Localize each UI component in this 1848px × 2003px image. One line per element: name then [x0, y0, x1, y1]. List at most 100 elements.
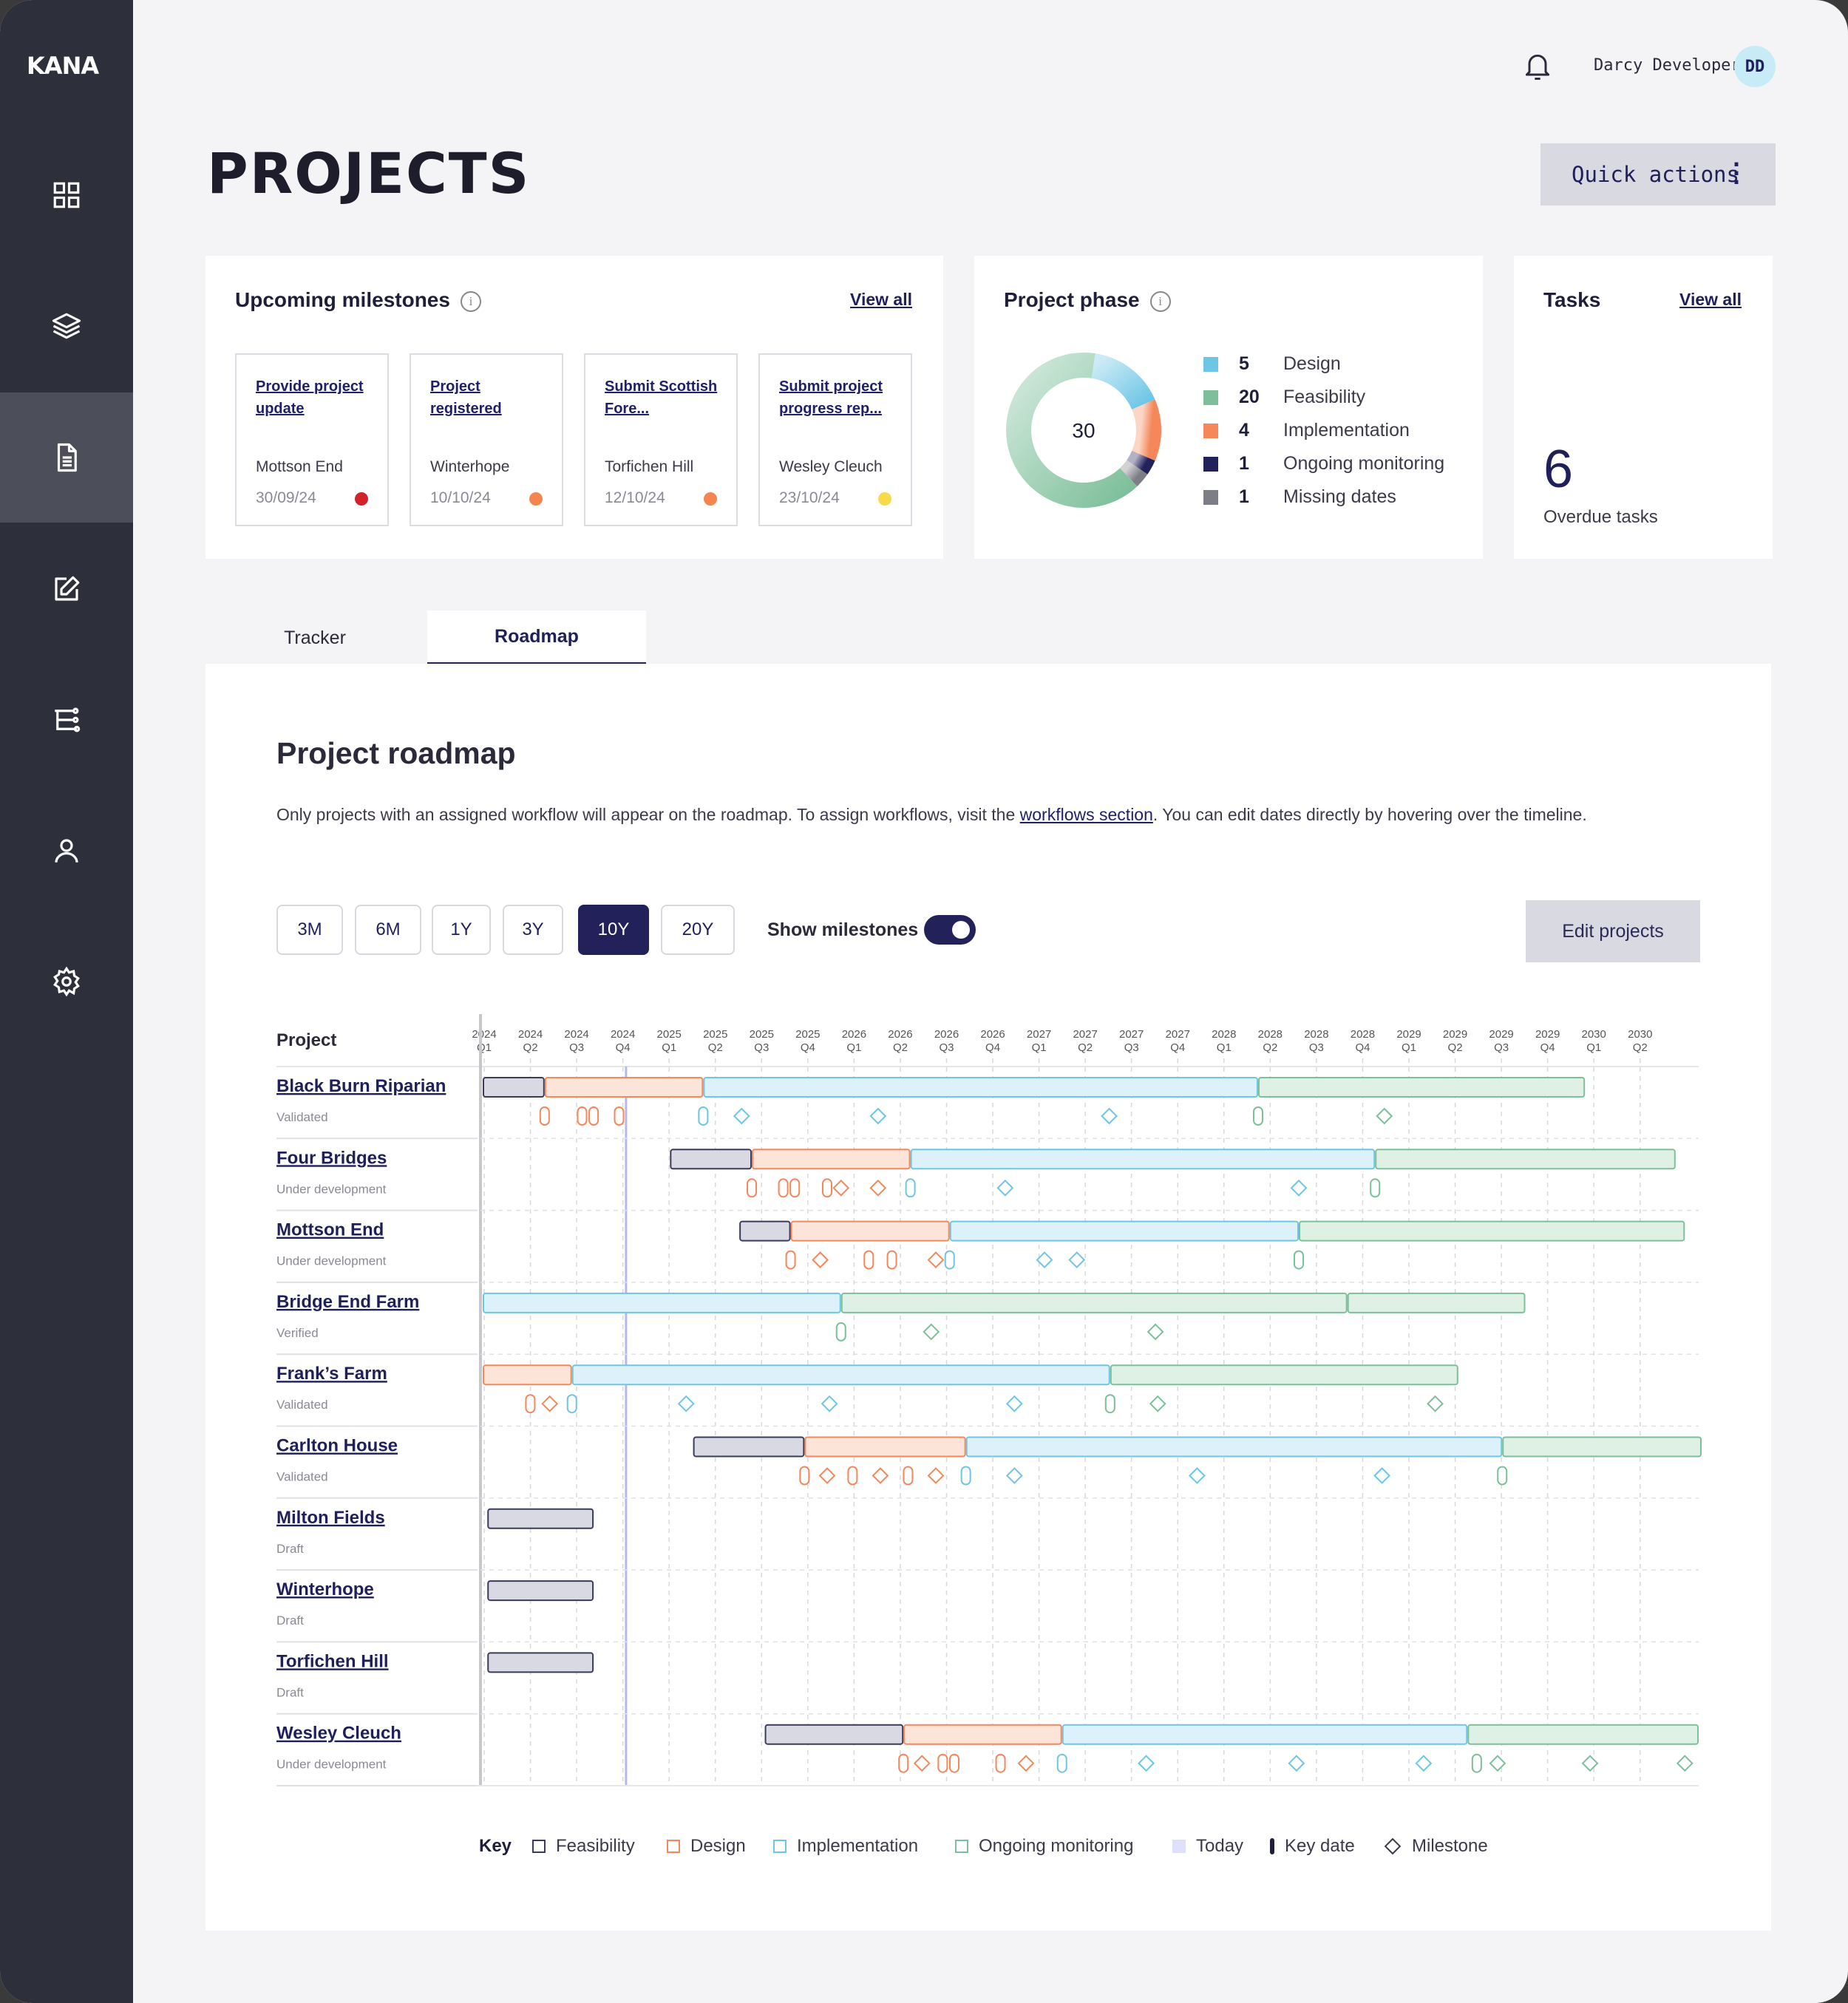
key-date-marker[interactable]	[905, 1178, 916, 1198]
milestone-marker[interactable]	[821, 1395, 838, 1412]
phase-bar-o[interactable]	[840, 1292, 1348, 1313]
donut-slice-feasibility[interactable]	[1006, 353, 1138, 508]
edit-projects-button[interactable]: Edit projects	[1526, 900, 1700, 962]
milestone-marker[interactable]	[677, 1395, 695, 1412]
milestone-marker[interactable]	[812, 1251, 829, 1269]
key-date-marker[interactable]	[1370, 1178, 1381, 1198]
donut-slice-design[interactable]	[1090, 353, 1155, 410]
milestone-marker[interactable]	[1427, 1395, 1444, 1412]
project-name-link[interactable]: Bridge End Farm	[276, 1292, 419, 1312]
phase-bar-i[interactable]	[965, 1436, 1503, 1458]
key-date-marker[interactable]	[886, 1250, 897, 1270]
range-button-20y[interactable]: 20Y	[661, 905, 735, 955]
key-date-marker[interactable]	[778, 1178, 789, 1198]
milestone-marker[interactable]	[733, 1107, 750, 1125]
key-date-marker[interactable]	[614, 1106, 625, 1126]
key-date-marker[interactable]	[785, 1250, 796, 1270]
project-name-link[interactable]: Milton Fields	[276, 1508, 385, 1528]
bell-icon[interactable]	[1521, 50, 1554, 83]
key-date-marker[interactable]	[821, 1178, 832, 1198]
milestone-marker[interactable]	[1376, 1107, 1393, 1125]
phase-bar-f[interactable]	[693, 1436, 805, 1458]
workflows-section-link[interactable]: workflows section	[1019, 805, 1153, 824]
phase-bar-d[interactable]	[804, 1436, 966, 1458]
key-date-marker[interactable]	[577, 1106, 588, 1126]
key-date-marker[interactable]	[944, 1250, 955, 1270]
phase-bar-i[interactable]	[483, 1292, 841, 1313]
phase-bar-f[interactable]	[764, 1724, 904, 1745]
milestone-marker[interactable]	[1017, 1755, 1035, 1772]
milestone-marker[interactable]	[1149, 1395, 1166, 1412]
key-date-marker[interactable]	[1497, 1466, 1508, 1486]
milestone-card[interactable]: Project registered Winterhope 10/10/24	[410, 353, 563, 526]
milestone-marker[interactable]	[923, 1323, 940, 1341]
range-button-1y[interactable]: 1Y	[432, 905, 491, 955]
project-name-link[interactable]: Frank’s Farm	[276, 1364, 387, 1384]
key-date-marker[interactable]	[539, 1106, 550, 1126]
milestone-card[interactable]: Provide project update Mottson End 30/09/2…	[235, 353, 389, 526]
sidebar-item-edit[interactable]	[0, 524, 133, 654]
phase-bar-o[interactable]	[1257, 1077, 1586, 1098]
key-date-marker[interactable]	[588, 1106, 599, 1126]
key-date-marker[interactable]	[1471, 1753, 1482, 1773]
milestone-card[interactable]: Submit Scottish Fore... Torfichen Hill 12/…	[584, 353, 738, 526]
phase-bar-d[interactable]	[483, 1364, 572, 1386]
key-date-marker[interactable]	[525, 1394, 536, 1414]
milestone-marker[interactable]	[1415, 1755, 1433, 1772]
key-date-marker[interactable]	[898, 1753, 909, 1773]
phase-bar-o[interactable]	[1299, 1220, 1685, 1242]
phase-bar-i[interactable]	[949, 1220, 1300, 1242]
project-name-link[interactable]: Torfichen Hill	[276, 1651, 389, 1671]
key-date-marker[interactable]	[960, 1466, 971, 1486]
milestone-title[interactable]: Submit project progress rep...	[779, 378, 883, 417]
phase-bar-o[interactable]	[1375, 1149, 1676, 1170]
phase-bar-d[interactable]	[903, 1724, 1062, 1745]
key-date-marker[interactable]	[789, 1178, 801, 1198]
donut-slice-missing-dates[interactable]	[1119, 460, 1148, 486]
user-name[interactable]: Darcy Developer	[1594, 56, 1741, 75]
key-date-marker[interactable]	[1056, 1753, 1067, 1773]
tab-roadmap[interactable]: Roadmap	[427, 611, 646, 665]
milestone-marker[interactable]	[1146, 1323, 1164, 1341]
project-name-link[interactable]: Four Bridges	[276, 1148, 387, 1168]
key-date-marker[interactable]	[995, 1753, 1006, 1773]
sidebar-item-settings[interactable]	[0, 917, 133, 1047]
milestone-marker[interactable]	[832, 1179, 850, 1197]
milestone-marker[interactable]	[872, 1467, 889, 1484]
milestone-card[interactable]: Submit project progress rep... Wesley Cle…	[758, 353, 912, 526]
key-date-marker[interactable]	[863, 1250, 874, 1270]
key-date-marker[interactable]	[949, 1753, 960, 1773]
info-icon[interactable]: i	[460, 290, 481, 312]
milestone-marker[interactable]	[913, 1755, 931, 1772]
key-date-marker[interactable]	[847, 1466, 858, 1486]
key-date-marker[interactable]	[698, 1106, 709, 1126]
milestone-marker[interactable]	[1005, 1467, 1023, 1484]
range-button-6m[interactable]: 6M	[355, 905, 421, 955]
phase-bar-o[interactable]	[1502, 1436, 1702, 1458]
key-date-marker[interactable]	[937, 1753, 948, 1773]
phase-bar-d[interactable]	[544, 1077, 704, 1098]
milestone-marker[interactable]	[927, 1251, 945, 1269]
range-button-10y[interactable]: 10Y	[578, 905, 649, 955]
key-date-marker[interactable]	[903, 1466, 914, 1486]
key-date-marker[interactable]	[566, 1394, 577, 1414]
sidebar-item-users[interactable]	[0, 786, 133, 916]
milestones-view-all-link[interactable]: View all	[850, 290, 912, 309]
sidebar-item-workflows[interactable]	[0, 655, 133, 785]
milestone-marker[interactable]	[1676, 1755, 1694, 1772]
milestone-title[interactable]: Project registered	[430, 378, 502, 417]
kana-logo[interactable]: KANA	[27, 52, 99, 80]
phase-bar-f[interactable]	[487, 1580, 594, 1602]
milestone-marker[interactable]	[1288, 1755, 1305, 1772]
project-name-link[interactable]: Mottson End	[276, 1220, 384, 1240]
phase-bar-o[interactable]	[1467, 1724, 1699, 1745]
tab-tracker[interactable]: Tracker	[205, 611, 424, 665]
phase-bar-f[interactable]	[739, 1220, 791, 1242]
milestone-marker[interactable]	[869, 1179, 887, 1197]
phase-bar-o[interactable]	[1110, 1364, 1458, 1386]
key-date-marker[interactable]	[1294, 1250, 1305, 1270]
milestone-title[interactable]: Submit Scottish Fore...	[605, 378, 718, 417]
key-date-marker[interactable]	[835, 1322, 846, 1341]
milestone-title[interactable]: Provide project update	[256, 378, 364, 417]
info-icon[interactable]: i	[1149, 290, 1171, 312]
